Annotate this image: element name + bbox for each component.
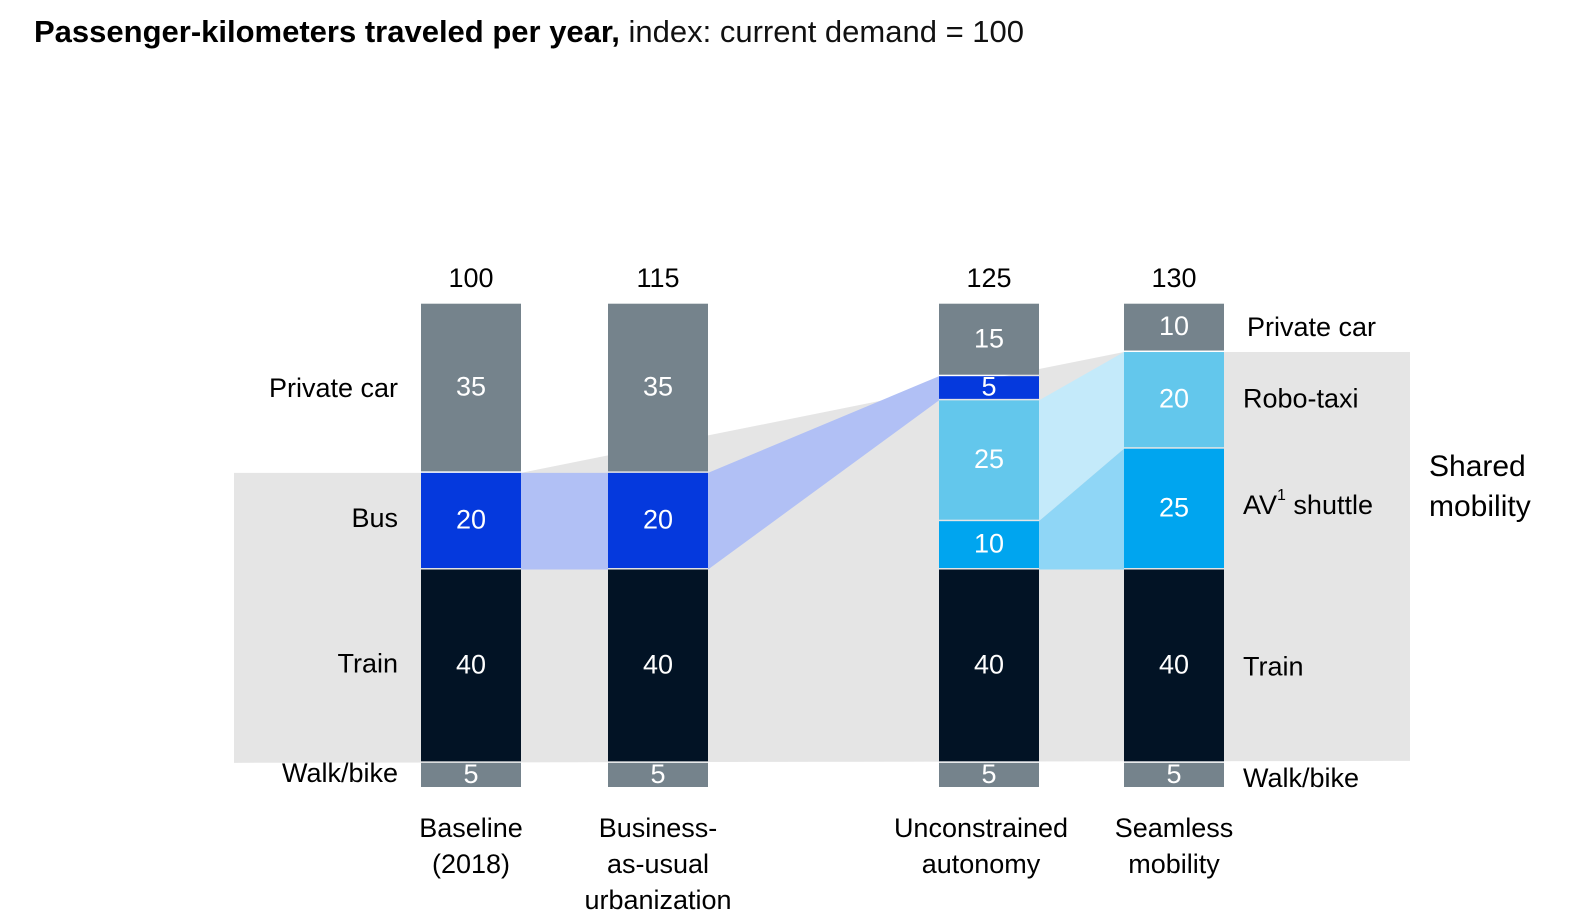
bar-segment-train	[1124, 569, 1224, 762]
segment-value-label: 40	[456, 650, 486, 680]
bar-segment-shuttle	[1124, 448, 1224, 569]
label-layer: 5 40 20 35 100 Baseline (2018) 5 40 20 35 115 Busine…	[269, 263, 1531, 915]
bar-segment-car	[608, 303, 708, 472]
category-label: urbanization	[584, 885, 731, 915]
bar-segment-shuttle	[939, 521, 1039, 569]
chart-title-bold: Passenger-kilometers traveled per year,	[34, 14, 620, 49]
background-layer	[234, 352, 1410, 763]
bus-flow-bau-to-unconstrained	[708, 376, 939, 570]
segment-value-label: 5	[650, 759, 665, 789]
category-label: Baseline	[419, 813, 523, 843]
robotaxi-flow	[1039, 352, 1124, 522]
segment-value-label: 5	[981, 759, 996, 789]
bar-segment-bus	[939, 376, 1039, 399]
bar-total-label: 130	[1151, 263, 1196, 293]
category-label: autonomy	[922, 849, 1041, 879]
segment-value-label: 40	[974, 650, 1004, 680]
chart-title: Passenger-kilometers traveled per year, …	[34, 14, 1024, 50]
bar-segment-walk	[1124, 762, 1224, 787]
bar-total-label: 125	[966, 263, 1011, 293]
bar-segment-bus	[421, 472, 521, 569]
shared-mobility-band	[234, 352, 1410, 763]
chart-title-subtitle: index: current demand = 100	[619, 14, 1025, 49]
segment-value-label: 5	[463, 759, 478, 789]
right-series-label: Walk/bike	[1243, 763, 1359, 793]
segment-value-label: 35	[643, 372, 673, 402]
bar-segment-robotaxi	[939, 400, 1039, 520]
left-series-label: Bus	[351, 503, 398, 533]
segment-value-label: 10	[1159, 311, 1189, 341]
right-series-label-av-shuttle: AV1 shuttle	[1243, 487, 1373, 520]
bar-segment-train	[608, 569, 708, 762]
shared-mobility-label: mobility	[1429, 490, 1531, 523]
bar-segment-car	[1124, 303, 1224, 351]
segment-value-label: 20	[1159, 384, 1189, 414]
bar-segment-bus	[608, 472, 708, 569]
bar-total-label: 100	[448, 263, 493, 293]
bar-segment-car	[939, 303, 1039, 375]
segment-value-label: 20	[456, 505, 486, 535]
category-label: Seamless	[1115, 813, 1234, 843]
bar-segment-car	[421, 303, 521, 472]
category-label: as-usual	[607, 849, 709, 879]
bar-segment-train	[939, 569, 1039, 762]
bar-segment-train	[421, 569, 521, 762]
category-label: Unconstrained	[894, 813, 1068, 843]
left-series-label: Train	[337, 649, 398, 679]
bar-total-label: 115	[636, 263, 679, 293]
bus-flow-baseline-to-bau	[521, 472, 608, 570]
segment-value-label: 35	[456, 372, 486, 402]
segment-value-label: 20	[643, 505, 673, 535]
right-series-label: Private car	[1247, 312, 1376, 342]
segment-value-label: 40	[643, 650, 673, 680]
segment-value-label: 10	[974, 529, 1004, 559]
bar-segment-walk	[608, 762, 708, 787]
segment-value-label: 25	[1159, 492, 1189, 522]
bar-segment-walk	[939, 762, 1039, 787]
left-series-label: Walk/bike	[282, 758, 398, 788]
flow-layer	[521, 352, 1124, 570]
shared-mobility-label: Shared	[1429, 450, 1526, 483]
bar-segment-robotaxi	[1124, 352, 1224, 448]
category-label: mobility	[1128, 849, 1220, 879]
segment-value-label: 5	[981, 372, 996, 402]
bar-layer	[421, 303, 1224, 787]
segment-value-label: 15	[974, 323, 1004, 353]
bar-segment-walk	[421, 762, 521, 787]
category-label: Business-	[599, 813, 718, 843]
segment-value-label: 5	[1166, 759, 1181, 789]
left-series-label: Private car	[269, 373, 398, 403]
segment-value-label: 40	[1159, 650, 1189, 680]
category-label: (2018)	[432, 849, 510, 879]
segment-value-label: 25	[974, 444, 1004, 474]
right-series-label: Train	[1243, 651, 1304, 681]
shuttle-flow	[1039, 448, 1124, 570]
right-series-label: Robo-taxi	[1243, 383, 1359, 413]
